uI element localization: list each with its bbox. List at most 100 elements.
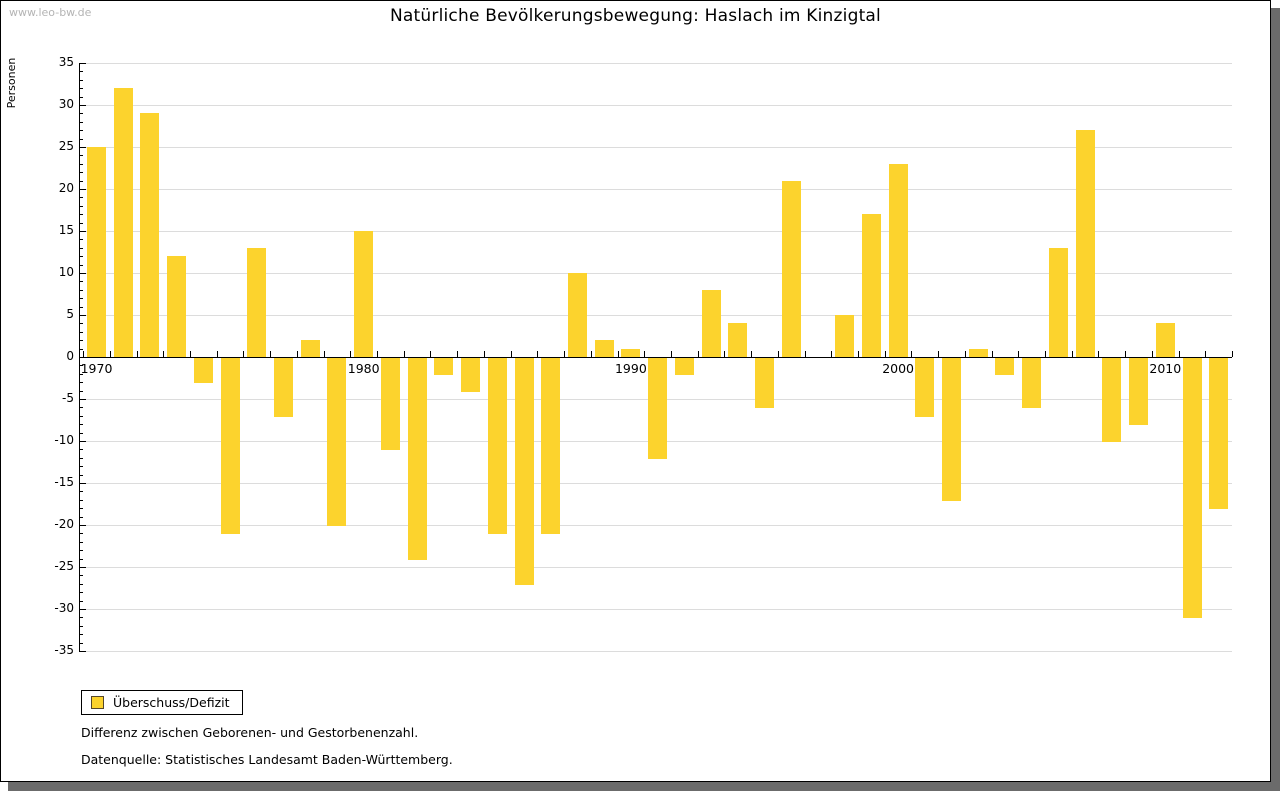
y-axis-label--15: -15 <box>54 475 74 489</box>
y-minor-tick <box>80 79 83 81</box>
y-minor-tick <box>80 592 83 594</box>
plot-area: 1970 1980 1990 2000 2010 <box>79 63 1234 652</box>
y-minor-tick <box>80 239 83 241</box>
x-year-tick <box>189 351 191 357</box>
bar-2001 <box>915 358 935 417</box>
bar-1986 <box>514 358 534 585</box>
bar-1994 <box>728 323 748 357</box>
x-year-tick <box>510 351 512 357</box>
y-axis-label-10: 10 <box>58 265 74 279</box>
y-minor-tick <box>80 121 83 123</box>
x-axis-label-1990: 1990 <box>614 361 647 376</box>
x-year-tick <box>457 351 459 357</box>
footnote-definition: Differenz zwischen Geborenen- und Gestor… <box>81 725 419 740</box>
x-year-tick <box>163 351 165 357</box>
bar-1989 <box>594 340 614 357</box>
y-major-tick <box>80 63 86 64</box>
x-year-tick <box>109 351 111 357</box>
bar-1993 <box>701 289 721 357</box>
x-year-tick <box>670 351 672 357</box>
gridline <box>80 483 1232 484</box>
x-year-tick <box>804 351 806 357</box>
gridline <box>80 63 1232 64</box>
y-axis-label--35: -35 <box>54 643 74 657</box>
gridline <box>80 609 1232 610</box>
y-axis-label-30: 30 <box>58 97 74 111</box>
bar-2011 <box>1182 358 1202 619</box>
y-major-tick <box>80 189 86 190</box>
gridline <box>80 567 1232 568</box>
x-year-tick <box>1205 351 1207 357</box>
x-year-tick <box>991 351 993 357</box>
y-minor-tick <box>80 205 83 207</box>
gridline <box>80 315 1232 316</box>
y-minor-tick <box>80 466 83 468</box>
x-year-tick <box>403 351 405 357</box>
y-minor-tick <box>80 382 83 384</box>
x-axis-label-1970: 1970 <box>80 361 113 376</box>
x-year-tick <box>483 351 485 357</box>
y-minor-tick <box>80 340 83 342</box>
chart-title: Natürliche Bevölkerungsbewegung: Haslach… <box>390 6 881 26</box>
bar-1973 <box>167 256 187 357</box>
y-axis-label--10: -10 <box>54 433 74 447</box>
y-minor-tick <box>80 71 83 73</box>
y-minor-tick <box>80 331 83 333</box>
y-major-tick <box>80 651 86 652</box>
bar-1996 <box>781 180 801 357</box>
y-minor-tick <box>80 348 83 350</box>
bar-2007 <box>1075 130 1095 357</box>
y-minor-tick <box>80 390 83 392</box>
x-year-tick <box>617 351 619 357</box>
y-minor-tick <box>80 457 83 459</box>
x-year-tick <box>1232 351 1234 357</box>
y-major-tick <box>80 609 86 610</box>
x-year-tick <box>884 351 886 357</box>
y-minor-tick <box>80 415 83 417</box>
y-minor-tick <box>80 88 83 90</box>
y-minor-tick <box>80 96 83 98</box>
y-minor-tick <box>80 432 83 434</box>
x-year-tick <box>1125 351 1127 357</box>
y-minor-tick <box>80 583 83 585</box>
x-axis-label-2000: 2000 <box>882 361 914 376</box>
x-year-tick <box>1151 351 1153 357</box>
x-year-tick <box>964 351 966 357</box>
y-minor-tick <box>80 634 83 636</box>
bar-2003 <box>968 348 988 357</box>
bar-2008 <box>1102 358 1122 442</box>
y-axis-label-20: 20 <box>58 181 74 195</box>
y-axis-label-15: 15 <box>58 223 74 237</box>
bar-1990 <box>621 348 641 357</box>
y-minor-tick <box>80 323 83 325</box>
y-minor-tick <box>80 642 83 644</box>
bar-2002 <box>942 358 962 501</box>
x-year-tick <box>777 351 779 357</box>
y-minor-tick <box>80 247 83 249</box>
bar-1970 <box>87 147 106 357</box>
y-major-tick <box>80 231 86 232</box>
y-axis-label-25: 25 <box>58 139 74 153</box>
legend-swatch-icon <box>91 696 104 709</box>
gridline <box>80 105 1232 106</box>
legend: Überschuss/Defizit <box>81 690 243 715</box>
window-shadow-right <box>1271 8 1280 782</box>
gridline <box>80 273 1232 274</box>
y-axis-label-35: 35 <box>58 55 74 69</box>
y-major-tick <box>80 399 86 400</box>
window-shadow-bottom <box>8 782 1280 791</box>
bar-1979 <box>327 358 347 526</box>
bar-1975 <box>220 358 240 535</box>
footnote-source: Datenquelle: Statistisches Landesamt Bad… <box>81 752 453 767</box>
x-year-tick <box>751 351 753 357</box>
x-year-tick <box>323 351 325 357</box>
y-minor-tick <box>80 449 83 451</box>
bar-1972 <box>140 113 160 357</box>
y-major-tick <box>80 567 86 568</box>
bar-1991 <box>648 358 668 459</box>
bar-1982 <box>407 358 427 560</box>
y-axis-title: Personen <box>5 57 18 109</box>
legend-label: Überschuss/Defizit <box>113 695 230 710</box>
x-year-tick <box>564 351 566 357</box>
y-minor-tick <box>80 298 83 300</box>
